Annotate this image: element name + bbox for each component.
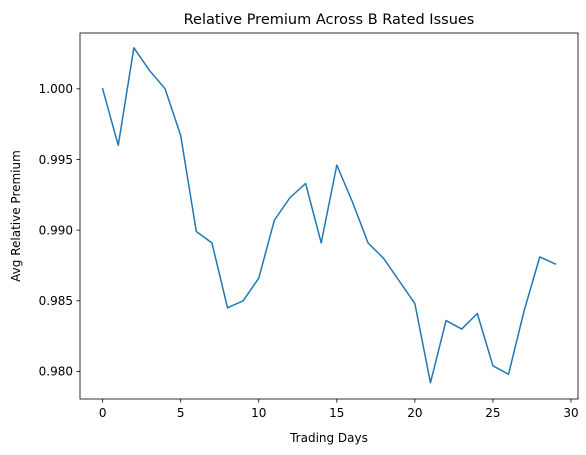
y-tick-label: 0.995: [39, 153, 73, 167]
y-tick-label: 0.980: [39, 365, 73, 379]
y-tick-label: 0.985: [39, 294, 73, 308]
x-tick-label: 5: [177, 406, 185, 420]
x-tick-label: 25: [485, 406, 500, 420]
series-line: [101, 47, 557, 384]
chart-title: Relative Premium Across B Rated Issues: [184, 12, 475, 28]
y-axis: 0.980 0.985 0.990 0.995 1.000: [39, 82, 80, 379]
y-tick-label: 1.000: [39, 82, 73, 96]
x-axis-label: Trading Days: [289, 431, 368, 445]
x-tick-label: 30: [563, 406, 578, 420]
x-tick-label: 10: [251, 406, 266, 420]
x-tick-label: 15: [329, 406, 344, 420]
y-axis-label: Avg Relative Premium: [9, 150, 23, 282]
x-tick-label: 20: [407, 406, 422, 420]
x-axis: 0 5 10 15 20 25 30: [99, 399, 579, 420]
y-tick-label: 0.990: [39, 223, 73, 237]
plot-frame: [79, 32, 579, 400]
x-tick-label: 0: [99, 406, 107, 420]
